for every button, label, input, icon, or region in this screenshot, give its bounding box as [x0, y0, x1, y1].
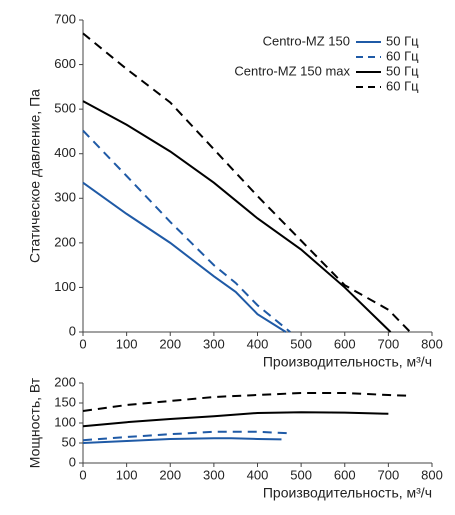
- x-tick-label: 800: [421, 467, 443, 482]
- y-axis-label: Мощность, Вт: [27, 377, 43, 468]
- x-axis-label: Производительность, м³/ч: [263, 485, 432, 501]
- x-tick-label: 600: [334, 467, 356, 482]
- y-tick-label: 400: [54, 145, 76, 160]
- series-line: [82, 129, 291, 333]
- y-tick-label: 100: [54, 414, 76, 429]
- y-tick-label: 600: [54, 56, 76, 71]
- series-line: [82, 411, 389, 428]
- y-tick-label: 200: [54, 234, 76, 249]
- x-tick-label: 500: [290, 467, 312, 482]
- series-line: [82, 181, 287, 333]
- legend-group-label: Centro-MZ 150: [263, 33, 350, 48]
- legend-label: 50 Гц: [386, 33, 419, 48]
- x-tick-label: 800: [421, 336, 443, 351]
- y-tick-label: 300: [54, 190, 76, 205]
- x-axis-label: Производительность, м³/ч: [263, 354, 432, 370]
- y-tick-label: 200: [54, 374, 76, 389]
- y-tick-label: 100: [54, 279, 76, 294]
- x-tick-label: 500: [290, 336, 312, 351]
- x-tick-label: 100: [116, 467, 138, 482]
- legend-label: 50 Гц: [386, 63, 419, 78]
- x-tick-label: 100: [116, 336, 138, 351]
- series-line: [82, 100, 392, 333]
- series-line: [82, 32, 411, 333]
- x-tick-label: 700: [378, 467, 400, 482]
- y-tick-label: 500: [54, 101, 76, 116]
- x-tick-label: 200: [159, 467, 181, 482]
- x-tick-label: 300: [203, 467, 225, 482]
- y-tick-label: 0: [69, 454, 76, 469]
- x-tick-label: 200: [159, 336, 181, 351]
- x-tick-label: 400: [247, 467, 269, 482]
- y-axis-label: Статическое давление, Па: [27, 89, 43, 263]
- legend-label: 60 Гц: [386, 78, 419, 93]
- y-tick-label: 150: [54, 394, 76, 409]
- series-line: [82, 437, 282, 444]
- y-tick-label: 50: [62, 434, 76, 449]
- x-tick-label: 0: [79, 336, 86, 351]
- legend-group-label: Centro-MZ 150 max: [234, 63, 350, 78]
- series-line: [82, 430, 293, 442]
- x-tick-label: 700: [378, 336, 400, 351]
- x-tick-label: 300: [203, 336, 225, 351]
- y-tick-label: 700: [54, 11, 76, 26]
- y-tick-label: 0: [69, 323, 76, 338]
- x-tick-label: 400: [247, 336, 269, 351]
- legend-label: 60 Гц: [386, 48, 419, 63]
- x-tick-label: 0: [79, 467, 86, 482]
- x-tick-label: 600: [334, 336, 356, 351]
- series-line: [82, 392, 411, 412]
